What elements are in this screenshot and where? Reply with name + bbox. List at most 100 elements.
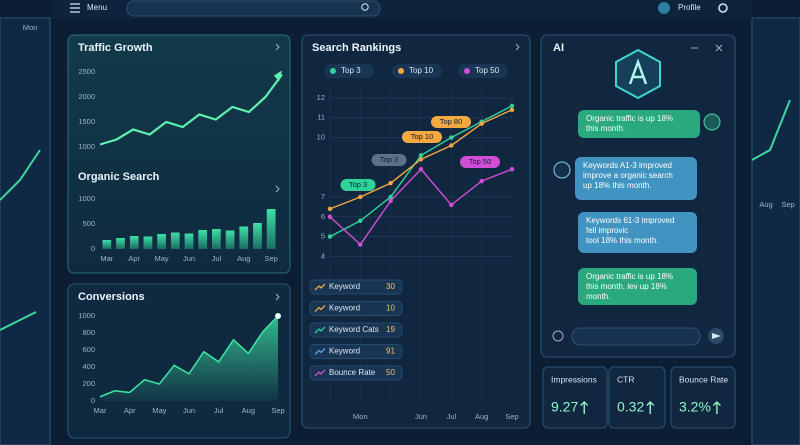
area-line: [99, 315, 279, 398]
stat-value: 3.2%: [679, 399, 711, 415]
menu-label[interactable]: Menu: [87, 3, 107, 12]
chat-line: this month. lev up 18%: [586, 282, 667, 291]
up-arrow: [580, 401, 589, 414]
point: [509, 107, 515, 112]
point: [358, 242, 363, 247]
point: [449, 135, 454, 140]
x-tick-label: Sep: [271, 406, 284, 415]
decor-line: [751, 99, 791, 161]
legend-swatch: [398, 68, 404, 74]
user-avatar: [703, 113, 721, 131]
keyword-icon: [314, 326, 326, 334]
chat-input[interactable]: [571, 327, 701, 346]
y-tick-label: 4: [321, 251, 325, 260]
ai-logo: [615, 48, 661, 100]
keyword-row[interactable]: [309, 365, 403, 381]
y-tick-label: 12: [317, 93, 325, 102]
keyword-label: Keyword: [329, 304, 360, 313]
point: [479, 178, 484, 184]
point: [327, 234, 333, 239]
profile-label[interactable]: Profile: [678, 3, 701, 12]
stat-label: Impressions: [551, 374, 597, 384]
search-box[interactable]: [126, 0, 381, 17]
arrow-head: [274, 70, 282, 82]
chat-line: this month.: [586, 124, 625, 133]
side-panel: [751, 17, 800, 445]
search-icon[interactable]: [361, 3, 369, 11]
x-tick-label: Aug: [242, 406, 255, 415]
keyword-label: Keyword: [329, 347, 360, 356]
y-tick-label: 7: [321, 192, 325, 201]
stat-value: 0.32: [617, 399, 644, 415]
profile-icon[interactable]: [658, 2, 670, 14]
y-tick-label: 2500: [78, 67, 95, 76]
point: [388, 198, 393, 204]
chat-line: month.: [586, 292, 610, 301]
chat-line: Organic traffic is up 18%: [586, 272, 673, 281]
bar: [212, 229, 221, 249]
legend-pill[interactable]: [458, 64, 508, 78]
legend-swatch: [330, 68, 336, 74]
point: [449, 143, 454, 148]
y-tick-label: 1000: [78, 142, 95, 151]
point: [327, 214, 333, 219]
keyword-row[interactable]: [309, 344, 403, 359]
send-icon[interactable]: [712, 333, 721, 339]
settings-icon[interactable]: [718, 3, 728, 13]
x-tick-label: May: [152, 406, 166, 415]
legend-pill[interactable]: [324, 64, 374, 78]
chat-bubble: [578, 110, 700, 138]
bar: [198, 230, 208, 249]
x-tick-label: Jun: [183, 406, 195, 415]
stat-label: CTR: [617, 374, 634, 384]
menu-icon[interactable]: [70, 3, 80, 13]
point: [358, 218, 363, 223]
legend-swatch: [464, 68, 470, 74]
bar: [184, 233, 194, 249]
y-tick-label: 10: [317, 133, 325, 142]
keyword-value: 10: [386, 304, 395, 313]
keyword-icon: [314, 305, 326, 312]
keyword-label: Keyword Cats: [329, 325, 379, 334]
side-panel: [0, 17, 51, 445]
point: [479, 121, 484, 126]
y-tick-label: 200: [82, 379, 95, 388]
y-tick-label: 400: [82, 362, 95, 371]
y-tick-label: 500: [82, 219, 95, 228]
ai-logo-mark: [628, 58, 648, 85]
chart-title: Conversions: [78, 291, 145, 303]
x-tick-label: Jul: [212, 254, 222, 263]
y-tick-label: 0: [91, 396, 95, 405]
decor-line: [0, 149, 41, 331]
legend-label: Top 10: [409, 66, 434, 75]
legend-label: Top 50: [475, 66, 500, 75]
chat-bubble: [578, 212, 697, 253]
y-tick-label: 6: [321, 212, 325, 221]
chat-message: Keywords 61-3 improved fell improvic tool …: [586, 216, 674, 245]
y-tick-label: 600: [82, 345, 95, 354]
stat-value: 9.27: [551, 399, 578, 415]
attach-icon[interactable]: [552, 330, 564, 342]
keyword-row[interactable]: [309, 301, 403, 316]
bar: [116, 238, 125, 249]
legend-pill[interactable]: [392, 64, 442, 78]
edge-label: Sep: [781, 200, 794, 209]
keyword-row[interactable]: [309, 322, 403, 338]
ai-avatar: [553, 161, 571, 179]
panel: [67, 34, 291, 274]
chat-bubble: [578, 268, 697, 305]
x-tick-label: May: [155, 254, 169, 263]
chart-title: Traffic Growth: [78, 42, 153, 54]
bar: [266, 209, 276, 249]
stat-label: Bounce Rate: [679, 374, 728, 384]
keyword-icon: [314, 283, 326, 291]
window-controls[interactable]: [691, 44, 723, 52]
y-tick-label: 0: [91, 244, 95, 253]
x-tick-label: Jul: [447, 412, 457, 421]
chevron[interactable]: [275, 43, 520, 301]
keyword-row[interactable]: [309, 279, 403, 295]
annotation-pill: [402, 131, 442, 143]
y-tick-label: 1000: [78, 311, 95, 320]
point: [509, 167, 515, 172]
